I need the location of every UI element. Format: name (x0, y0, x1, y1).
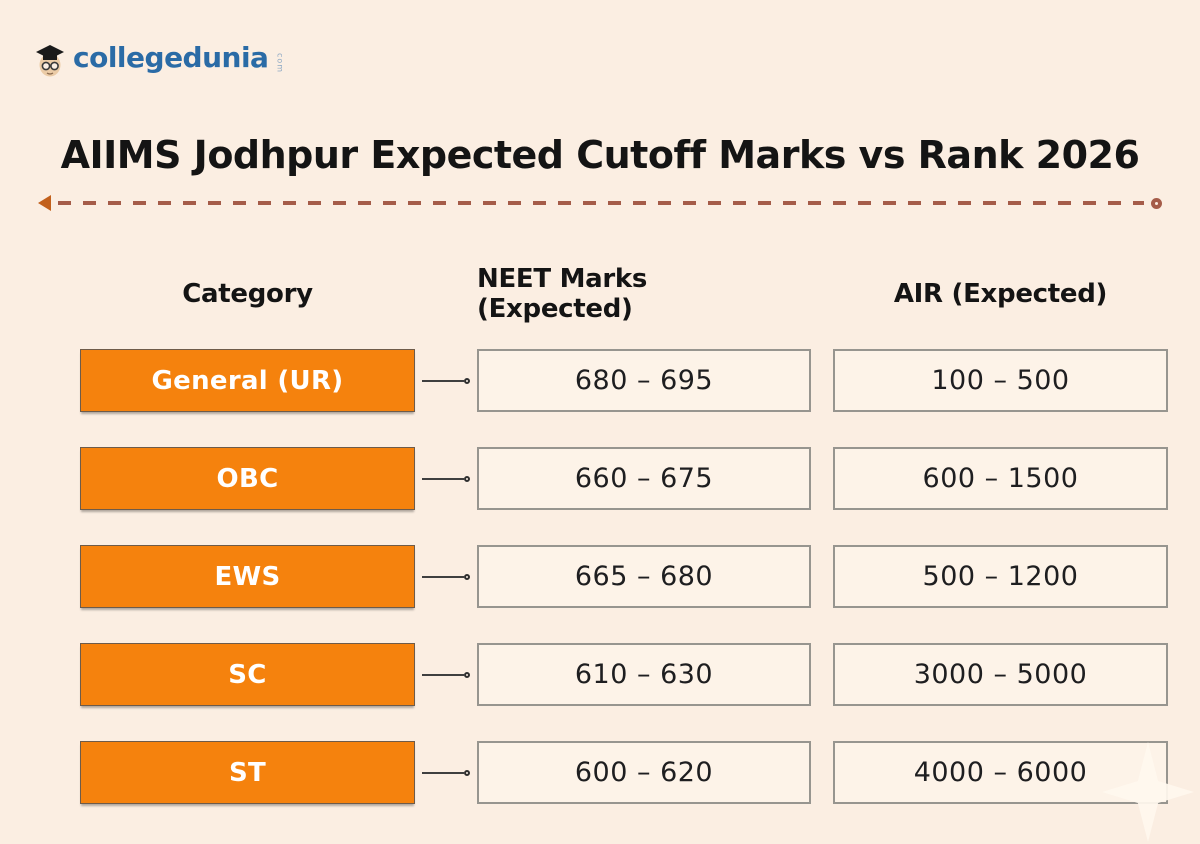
row-connector (415, 741, 477, 804)
category-cell-general: General (UR) (80, 349, 415, 412)
column-header-neet-marks: NEET Marks (Expected) (477, 264, 648, 324)
air-cell: 600 – 1500 (833, 447, 1168, 510)
connector-line (422, 379, 464, 382)
connector-dot-icon (464, 377, 470, 384)
title-divider (38, 194, 1162, 212)
arrow-left-icon (38, 195, 51, 211)
column-header-air: AIR (Expected) (893, 279, 1108, 309)
category-cell-ews: EWS (80, 545, 415, 608)
dashed-line (58, 201, 1144, 205)
graduate-mascot-icon (36, 45, 64, 77)
category-cell-obc: OBC (80, 447, 415, 510)
connector-dot-icon (464, 573, 470, 580)
category-cell-st: ST (80, 741, 415, 804)
header-spacer (811, 274, 833, 314)
connector-dot-icon (464, 769, 470, 776)
row-spacer (811, 545, 833, 608)
air-cell: 500 – 1200 (833, 545, 1168, 608)
brand-tld-text: com (275, 53, 285, 74)
ring-icon (1151, 197, 1162, 209)
neet-marks-cell: 660 – 675 (477, 447, 811, 510)
neet-marks-cell: 600 – 620 (477, 741, 811, 804)
collegedunia-logo: collegedunia com (34, 40, 284, 78)
row-connector (415, 447, 477, 510)
category-cell-sc: SC (80, 643, 415, 706)
row-connector (415, 643, 477, 706)
connector-dot-icon (464, 671, 470, 678)
column-header-category: Category (182, 279, 313, 309)
air-cell: 100 – 500 (833, 349, 1168, 412)
page-title: AIIMS Jodhpur Expected Cutoff Marks vs R… (60, 133, 1140, 177)
header-spacer (415, 274, 477, 314)
row-spacer (811, 741, 833, 804)
row-spacer (811, 349, 833, 412)
row-connector (415, 349, 477, 412)
row-spacer (811, 447, 833, 510)
neet-marks-cell: 680 – 695 (477, 349, 811, 412)
cutoff-table: Category NEET Marks (Expected) AIR (Expe… (80, 264, 1168, 804)
connector-line (422, 771, 464, 774)
row-connector (415, 545, 477, 608)
connector-dot-icon (464, 475, 470, 482)
brand-text: collegedunia (73, 41, 269, 74)
air-cell: 3000 – 5000 (833, 643, 1168, 706)
row-spacer (811, 643, 833, 706)
connector-line (422, 575, 464, 578)
connector-line (422, 673, 464, 676)
neet-marks-cell: 610 – 630 (477, 643, 811, 706)
connector-line (422, 477, 464, 480)
neet-marks-cell: 665 – 680 (477, 545, 811, 608)
